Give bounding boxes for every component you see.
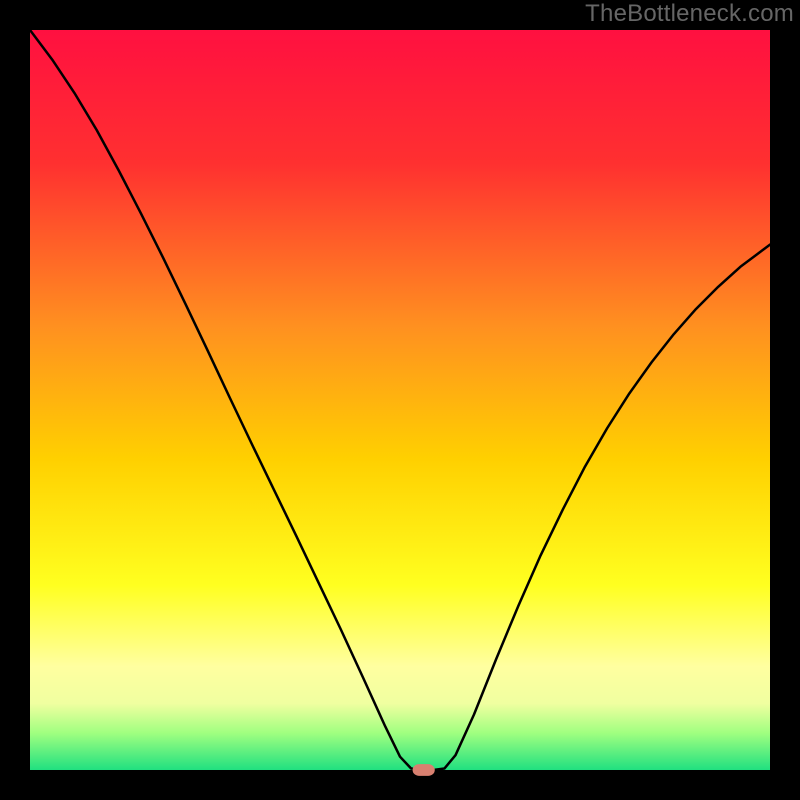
- watermark-text: TheBottleneck.com: [585, 0, 794, 28]
- optimum-marker: [413, 764, 435, 776]
- chart-container: TheBottleneck.com: [0, 0, 800, 800]
- bottleneck-chart: [0, 0, 800, 800]
- plot-background: [30, 30, 770, 770]
